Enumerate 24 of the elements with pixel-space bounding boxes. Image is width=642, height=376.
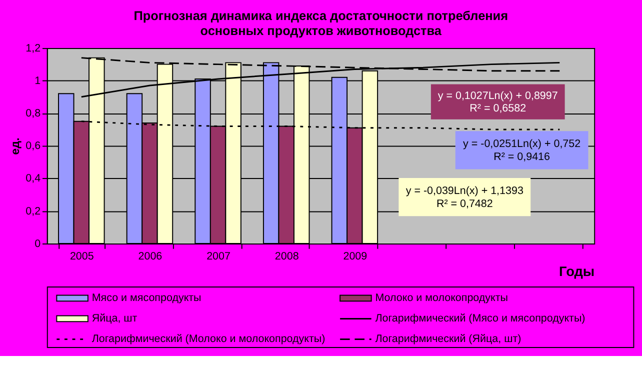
y-tick-label: 0,4 <box>26 172 41 185</box>
x-tick-label: 2009 <box>343 250 368 263</box>
y-tick-label: 0 <box>34 238 41 250</box>
legend-label: Логарифмический (Яйца, шт) <box>375 333 522 346</box>
annotation: y = 0,1027Ln(x) + 0,8997 R² = 0,6582 <box>438 90 558 115</box>
y-tick-label: 1 <box>34 75 41 88</box>
annotation: y = -0,039Ln(x) + 1,1393 R² = 0,7482 <box>406 185 524 210</box>
y-tick-label: 0,2 <box>26 205 41 218</box>
x-tick-label: 2008 <box>274 250 299 263</box>
x-tick-label: 2007 <box>206 250 230 263</box>
y-tick-label: 1,2 <box>26 42 41 54</box>
x-axis-title: Годы <box>559 264 595 280</box>
x-tick-label: 2005 <box>70 250 94 263</box>
legend-label: Молоко и молокопродукты <box>375 292 508 304</box>
y-axis-title: ед. <box>8 138 22 155</box>
y-tick-label: 0,8 <box>26 108 41 120</box>
legend-label: Мясо и мясопродукты <box>92 292 202 304</box>
x-tick-label: 2006 <box>138 250 162 263</box>
legend-label: Логарифмический (Мясо и мясопродукты) <box>375 312 586 325</box>
annotation: y = -0,0251Ln(x) + 0,752 R² = 0,9416 <box>463 138 581 163</box>
y-tick-label: 0,6 <box>26 140 41 152</box>
chart-title: Прогнозная динамика индекса достаточности потребления основных продуктов животноводства <box>134 9 508 38</box>
legend-label: Логарифмический (Молоко и молокопродукты) <box>92 333 326 346</box>
legend-label: Яйца, шт <box>92 312 138 325</box>
